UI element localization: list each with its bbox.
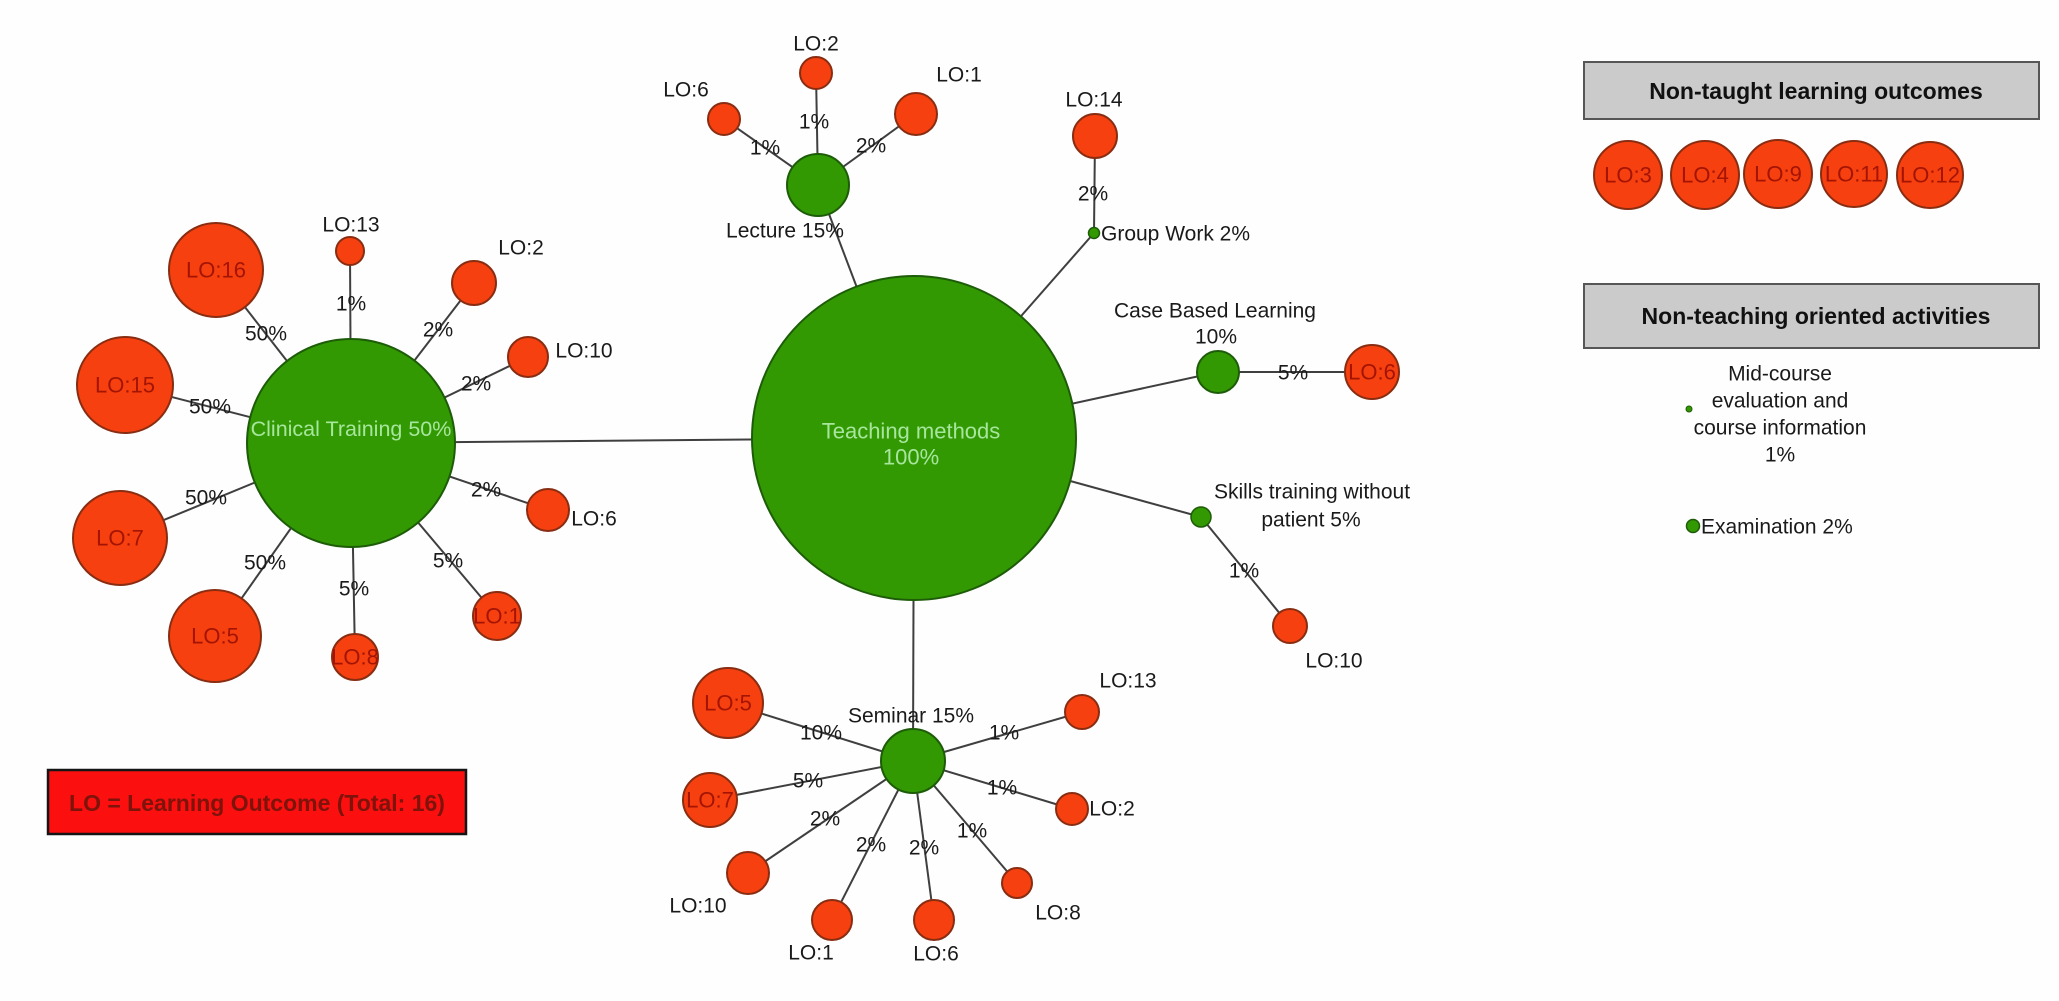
svg-text:1%: 1%: [957, 820, 987, 843]
svg-text:1%: 1%: [799, 111, 829, 134]
svg-text:Lecture 15%: Lecture 15%: [726, 220, 844, 243]
svg-text:LO:5: LO:5: [191, 624, 239, 649]
svg-text:LO:10: LO:10: [555, 340, 612, 363]
svg-text:1%: 1%: [987, 777, 1017, 800]
svg-text:5%: 5%: [793, 770, 823, 793]
svg-text:course information: course information: [1694, 417, 1867, 440]
svg-text:Seminar 15%: Seminar 15%: [848, 705, 974, 728]
svg-text:2%: 2%: [423, 319, 453, 342]
svg-text:1%: 1%: [1765, 444, 1795, 467]
svg-text:1%: 1%: [336, 293, 366, 316]
svg-text:LO:13: LO:13: [322, 214, 379, 237]
svg-text:2%: 2%: [856, 834, 886, 857]
svg-text:LO:10: LO:10: [1305, 650, 1362, 673]
svg-text:LO:6: LO:6: [571, 508, 617, 531]
svg-text:LO:6: LO:6: [913, 943, 959, 966]
svg-text:LO:6: LO:6: [1348, 360, 1396, 385]
svg-text:1%: 1%: [989, 722, 1019, 745]
svg-text:Mid-course: Mid-course: [1728, 363, 1832, 386]
svg-text:5%: 5%: [1278, 362, 1308, 385]
svg-text:Teaching methods: Teaching methods: [822, 419, 1001, 444]
svg-text:5%: 5%: [339, 578, 369, 601]
svg-text:50%: 50%: [245, 323, 287, 346]
svg-text:LO:2: LO:2: [1089, 798, 1135, 821]
svg-text:50%: 50%: [185, 487, 227, 510]
svg-text:LO:2: LO:2: [793, 33, 839, 56]
svg-text:LO:6: LO:6: [663, 79, 709, 102]
svg-text:LO:4: LO:4: [1681, 163, 1729, 188]
svg-text:evaluation and: evaluation and: [1712, 390, 1849, 413]
svg-text:1%: 1%: [750, 137, 780, 160]
svg-text:Examination 2%: Examination 2%: [1701, 516, 1853, 539]
svg-text:LO = Learning Outcome (Total:: LO = Learning Outcome (Total: 16): [69, 790, 445, 816]
svg-text:LO:14: LO:14: [1065, 89, 1123, 112]
svg-text:2%: 2%: [909, 837, 939, 860]
svg-text:LO:5: LO:5: [704, 691, 752, 716]
svg-text:LO:3: LO:3: [1604, 163, 1652, 188]
svg-text:LO:7: LO:7: [96, 526, 144, 551]
svg-text:Case Based Learning: Case Based Learning: [1114, 300, 1316, 323]
svg-text:2%: 2%: [1078, 183, 1108, 206]
svg-text:LO:10: LO:10: [669, 895, 726, 918]
svg-text:Non-teaching oriented activiti: Non-teaching oriented activities: [1642, 303, 1991, 329]
svg-text:50%: 50%: [244, 552, 286, 575]
svg-text:LO:9: LO:9: [1754, 162, 1802, 187]
svg-text:1%: 1%: [1229, 560, 1259, 583]
svg-text:LO:13: LO:13: [1099, 670, 1156, 693]
svg-text:10%: 10%: [1195, 326, 1237, 349]
svg-text:LO:1: LO:1: [936, 64, 982, 87]
svg-text:2%: 2%: [471, 479, 501, 502]
svg-text:50%: 50%: [189, 396, 231, 419]
svg-text:patient 5%: patient 5%: [1261, 509, 1360, 532]
svg-text:LO:7: LO:7: [686, 788, 734, 813]
svg-text:Clinical Training 50%: Clinical Training 50%: [251, 417, 452, 441]
svg-text:LO:15: LO:15: [95, 373, 155, 398]
svg-text:LO:1: LO:1: [788, 942, 834, 965]
svg-text:LO:8: LO:8: [1035, 902, 1081, 925]
svg-text:2%: 2%: [461, 373, 491, 396]
svg-text:2%: 2%: [856, 135, 886, 158]
svg-text:LO:1: LO:1: [473, 604, 521, 629]
svg-text:5%: 5%: [433, 550, 463, 573]
svg-text:Non-taught learning outcomes: Non-taught learning outcomes: [1649, 78, 1983, 104]
svg-text:LO:11: LO:11: [1825, 162, 1883, 187]
svg-text:LO:16: LO:16: [186, 258, 246, 283]
svg-text:Group Work 2%: Group Work 2%: [1101, 223, 1250, 246]
svg-text:2%: 2%: [810, 808, 840, 831]
svg-text:LO:12: LO:12: [1900, 163, 1960, 188]
svg-text:LO:2: LO:2: [498, 237, 544, 260]
svg-text:10%: 10%: [800, 722, 842, 745]
svg-text:100%: 100%: [883, 445, 939, 470]
svg-text:Skills training without: Skills training without: [1214, 481, 1410, 504]
svg-text:LO:8: LO:8: [331, 645, 379, 670]
